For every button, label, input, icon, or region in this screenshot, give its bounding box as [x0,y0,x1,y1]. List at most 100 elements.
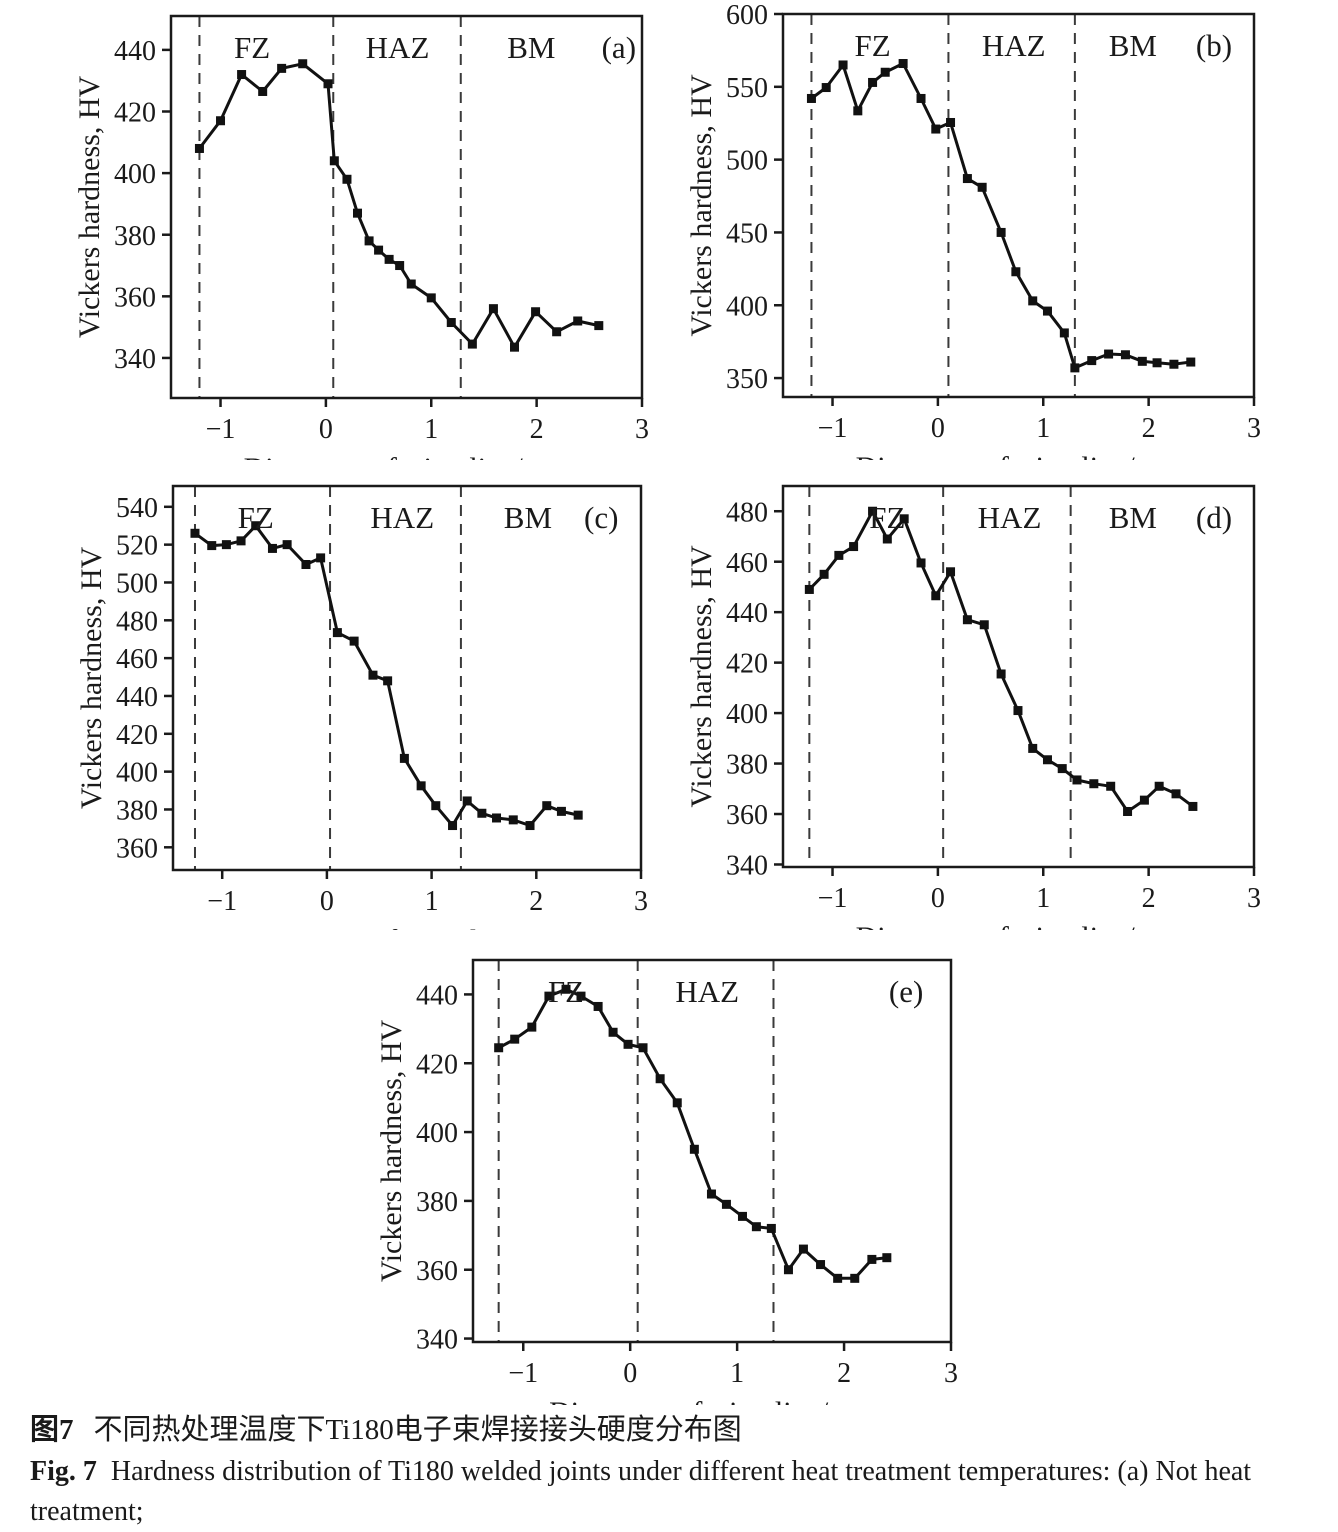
x-tick-label: 3 [634,886,648,917]
hardness-curve [194,524,579,827]
y-axis-title: Vickers hardness, HV [73,76,106,339]
panel-label: (d) [1196,500,1232,535]
plot-frame [169,14,644,400]
y-tick-label: 420 [416,1049,458,1080]
zone-label-bm: BM [1109,500,1157,535]
zone-label-haz: HAZ [675,974,739,1009]
y-axis-title: Vickers hardness, HV [685,74,718,337]
y-tick-label: 380 [726,750,768,781]
y-tick-label: 340 [416,1325,458,1356]
data-point-marker [593,1001,603,1011]
chart-c-canvas: 360 380 400 420 440 460 480 500 520 540 −1 0 1 2 3 FZ HA… [75,484,648,930]
data-point-marker [494,1043,504,1053]
data-point-marker [207,541,217,551]
data-point-marker [882,1253,892,1263]
data-point-marker [323,79,333,89]
plot-frame [471,958,953,1344]
data-point-marker [431,801,441,811]
y-tick-label: 400 [416,1118,458,1149]
y-tick-label: 420 [726,649,768,680]
data-point-marker [332,628,342,638]
x-tick-label: −1 [818,883,848,914]
plot-frame [171,484,643,872]
y-axis-title: Vickers hardness, HV [375,1020,408,1283]
chart-a: 340 360 380 400 420 440 −1 0 1 2 3 FZ HAZ BM (a) Distan… [0,0,669,460]
x-tick-label: 3 [635,414,649,445]
y-tick-label: 500 [116,569,158,600]
data-point-marker [329,156,339,166]
y-tick-label: 500 [726,146,768,177]
caption-zh-text: 不同热处理温度下Ti180电子束焊接接头硬度分布图 [93,1414,742,1446]
hardness-curve [810,62,1191,370]
zone-label-haz: HAZ [370,500,434,535]
data-point-marker [237,70,247,80]
x-tick-label: 2 [1142,883,1156,914]
data-point-marker [1011,267,1021,277]
caption-en-tag: Fig. 7 [30,1456,97,1487]
data-point-marker [1087,356,1097,366]
panel-label: (e) [889,974,923,1009]
data-point-marker [1152,358,1162,368]
data-point-marker [689,1144,699,1154]
figure-caption: 图7 不同热处理温度下Ti180电子束焊接接头硬度分布图 Fig. 7 Hardne… [30,1408,1322,1532]
data-point-marker [1106,781,1116,791]
x-tick-label: 1 [1036,883,1050,914]
data-point-marker [1169,359,1179,369]
plot-frame [781,484,1256,869]
data-point-marker [751,1222,761,1232]
data-point-marker [672,1098,682,1108]
hardness-curve [808,509,1194,813]
data-point-marker [190,528,200,538]
x-tick-label: 0 [931,413,945,444]
data-point-marker [638,1043,648,1053]
data-point-marker [552,327,562,337]
data-point-marker [353,208,363,218]
zone-label-fz: FZ [548,974,584,1009]
data-point-marker [1186,357,1196,367]
data-point-marker [1072,775,1082,785]
chart-b: 350 400 450 500 550 600 −1 0 1 2 3 FZ HAZ BM (b) Distan… [669,0,1338,460]
caption-en-text: Hardness distribution of Ti180 welded jo… [30,1456,1252,1527]
chart-e: 340 360 380 400 420 440 −1 0 1 2 3 FZ HAZ (e) Distance… [330,930,1010,1405]
data-point-marker [899,514,909,524]
y-tick-label: 520 [116,531,158,562]
zone-label-haz: HAZ [982,28,1046,63]
data-point-marker [399,753,409,763]
zone-label-fz: FZ [234,30,270,65]
data-point-marker [706,1189,716,1199]
x-tick-label: 2 [837,1358,851,1389]
data-point-marker [916,558,926,568]
data-point-marker [368,670,378,680]
data-point-marker [301,560,311,570]
data-point-marker [462,796,472,806]
data-point-marker [806,93,816,103]
data-point-marker [467,339,477,349]
zone-label-bm: BM [1109,28,1157,63]
data-point-marker [996,669,1006,679]
data-point-marker [573,316,583,326]
hardness-curve [497,987,887,1280]
data-point-marker [384,254,394,264]
x-tick-label: 0 [623,1358,637,1389]
y-tick-label: 550 [726,73,768,104]
data-point-marker [251,521,261,531]
chart-c: 360 380 400 420 440 460 480 500 520 540 −1 0 1 2 3 FZ HA… [0,460,669,930]
data-point-marker [1188,801,1198,811]
data-point-marker [508,815,518,825]
data-point-marker [819,569,829,579]
data-point-marker [1137,356,1147,366]
x-tick-label: 1 [730,1358,744,1389]
y-tick-label: 360 [114,282,156,313]
data-point-marker [1057,764,1067,774]
y-tick-label: 460 [116,644,158,675]
data-point-marker [221,540,231,550]
data-point-marker [374,245,384,255]
caption-english-line1: Fig. 7 Hardness distribution of Ti180 wel… [30,1452,1322,1532]
data-point-marker [608,1027,618,1037]
data-point-marker [342,174,352,184]
x-tick-label: 2 [530,414,544,445]
data-point-marker [298,59,308,69]
x-tick-label: 3 [944,1358,958,1389]
y-tick-label: 360 [726,800,768,831]
data-point-marker [838,60,848,70]
